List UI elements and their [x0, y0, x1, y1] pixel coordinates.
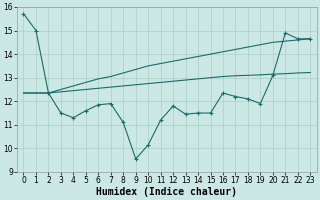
X-axis label: Humidex (Indice chaleur): Humidex (Indice chaleur) — [96, 186, 237, 197]
